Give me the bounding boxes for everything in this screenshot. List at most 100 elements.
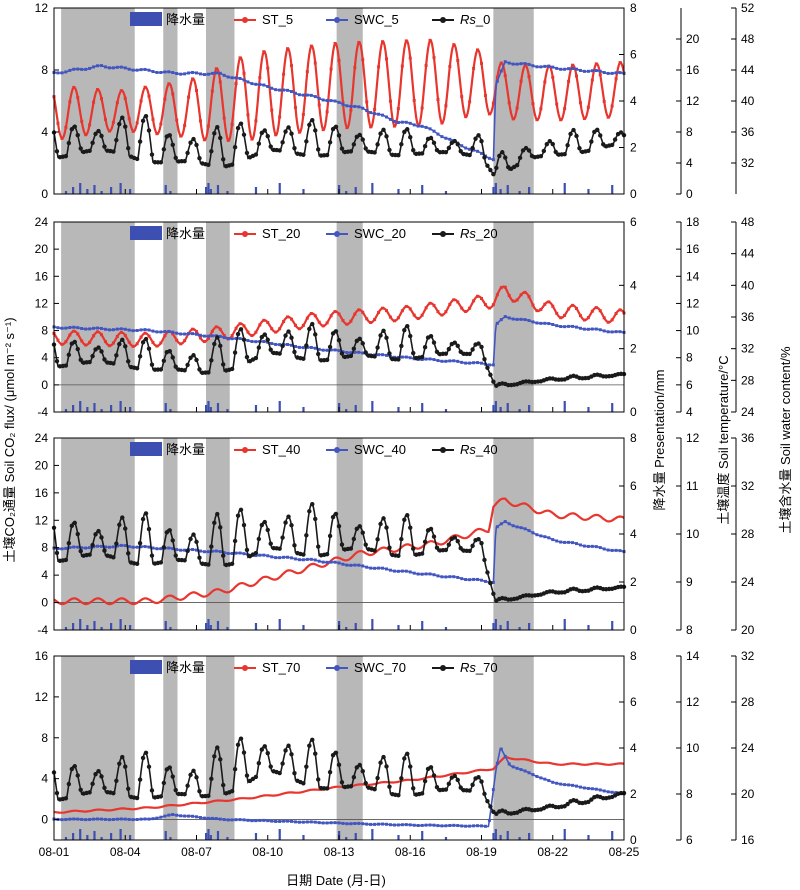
precip-bar xyxy=(129,407,132,412)
series-point-Rs_70 xyxy=(455,777,460,783)
series-point-ST_5 xyxy=(163,97,167,101)
series-point-ST_20 xyxy=(214,325,218,329)
series-point-Rs_20 xyxy=(280,343,285,349)
series-point-Rs_40 xyxy=(265,527,270,533)
series-point-SWC_5 xyxy=(317,96,321,100)
series-point-SWC_70 xyxy=(187,814,191,818)
series-point-Rs_0 xyxy=(289,131,294,136)
series-point-SWC_40 xyxy=(337,561,341,565)
series-point-SWC_70 xyxy=(107,818,111,822)
series-point-Rs_0 xyxy=(443,149,449,155)
series-point-Rs_20 xyxy=(134,366,140,371)
series-point-Rs_40 xyxy=(354,526,360,531)
precip-bar xyxy=(518,627,521,630)
series-point-Rs_20 xyxy=(117,341,122,347)
series-point-ST_5 xyxy=(187,95,191,99)
series-point-SWC_70 xyxy=(64,818,68,822)
y-tick-label-precip: 6 xyxy=(630,215,637,229)
series-point-SWC_70 xyxy=(96,817,100,821)
series-point-SWC_40 xyxy=(329,560,333,564)
series-point-SWC_40 xyxy=(551,538,555,542)
x-tick-label: 08-19 xyxy=(466,845,497,859)
series-point-Rs_70 xyxy=(161,780,167,786)
series-point-Rs_70 xyxy=(173,787,178,793)
series-point-SWC_20 xyxy=(420,357,424,361)
series-point-SWC_5 xyxy=(563,67,567,71)
series-point-SWC_40 xyxy=(155,547,159,551)
precip-bar xyxy=(302,625,305,630)
series-point-SWC_70 xyxy=(179,814,183,818)
series-point-Rs_0 xyxy=(69,127,75,132)
series-point-Rs_20 xyxy=(479,344,484,350)
precip-bar xyxy=(499,407,502,412)
series-point-SWC_70 xyxy=(543,777,547,781)
series-point-Rs_40 xyxy=(63,557,69,563)
series-point-SWC_20 xyxy=(183,332,187,336)
series-point-SWC_5 xyxy=(60,71,64,75)
series-point-ST_5 xyxy=(191,77,195,81)
series-point-ST_20 xyxy=(222,333,226,337)
series-point-Rs_40 xyxy=(134,561,140,567)
series-point-Rs_70 xyxy=(244,773,250,778)
series-point-SWC_5 xyxy=(495,79,499,83)
series-point-ST_5 xyxy=(179,134,183,138)
series-point-Rs_0 xyxy=(262,128,267,133)
series-point-Rs_70 xyxy=(307,743,312,748)
y-tick-label-temp: 10 xyxy=(686,741,700,755)
series-point-Rs_0 xyxy=(517,155,523,161)
precip-bar xyxy=(93,185,96,194)
precip-bar xyxy=(79,619,82,630)
series-point-Rs_70 xyxy=(256,760,262,766)
series-point-Rs_40 xyxy=(262,519,267,525)
precip-bar xyxy=(499,189,502,194)
series-point-ST_5 xyxy=(369,125,373,129)
series-point-SWC_5 xyxy=(503,60,507,64)
series-point-SWC_40 xyxy=(432,573,436,577)
series-point-Rs_0 xyxy=(375,142,380,147)
series-point-Rs_20 xyxy=(324,357,330,363)
series-point-Rs_40 xyxy=(485,570,490,575)
series-point-SWC_70 xyxy=(452,823,456,827)
series-point-SWC_70 xyxy=(499,747,503,751)
y-tick-label-flux: 20 xyxy=(35,242,49,256)
series-point-Rs_0 xyxy=(520,148,526,153)
series-point-ST_5 xyxy=(290,64,293,68)
series-point-SWC_5 xyxy=(602,71,606,75)
series-point-Rs_0 xyxy=(111,149,116,154)
precip-bar xyxy=(587,835,590,840)
series-point-Rs_0 xyxy=(339,146,345,151)
series-point-SWC_5 xyxy=(353,104,357,108)
series-point-SWC_70 xyxy=(135,818,139,822)
series-point-SWC_20 xyxy=(468,361,472,365)
series-point-SWC_5 xyxy=(365,109,369,113)
series-point-Rs_20 xyxy=(351,346,357,351)
series-point-Rs_70 xyxy=(232,767,238,772)
precip-bar xyxy=(207,401,210,412)
series-point-SWC_20 xyxy=(163,330,167,334)
series-point-Rs_0 xyxy=(378,131,383,136)
series-point-SWC_70 xyxy=(495,761,499,765)
series-point-SWC_70 xyxy=(527,771,531,775)
series-point-ST_5 xyxy=(84,133,88,137)
series-point-SWC_70 xyxy=(222,818,226,822)
series-point-ST_5 xyxy=(575,74,578,78)
series-point-Rs_20 xyxy=(218,343,223,349)
series-point-ST_5 xyxy=(420,106,424,110)
series-point-SWC_5 xyxy=(313,95,317,99)
series-point-SWC_20 xyxy=(531,320,535,324)
series-point-SWC_20 xyxy=(297,345,301,349)
series-point-ST_5 xyxy=(206,124,210,128)
series-point-SWC_70 xyxy=(238,818,242,822)
series-point-SWC_40 xyxy=(234,551,238,555)
series-point-ST_20 xyxy=(218,327,222,331)
series-point-Rs_20 xyxy=(63,363,69,368)
series-point-SWC_70 xyxy=(345,822,349,826)
series-point-ST_20 xyxy=(143,331,147,335)
series-point-Rs_70 xyxy=(339,780,345,785)
legend-swatch-precip xyxy=(130,226,162,240)
series-point-Rs_70 xyxy=(90,781,95,787)
legend-label: Rs_0 xyxy=(460,12,490,27)
series-point-SWC_70 xyxy=(305,820,309,824)
series-point-ST_5 xyxy=(476,48,480,52)
series-point-SWC_40 xyxy=(369,566,373,570)
